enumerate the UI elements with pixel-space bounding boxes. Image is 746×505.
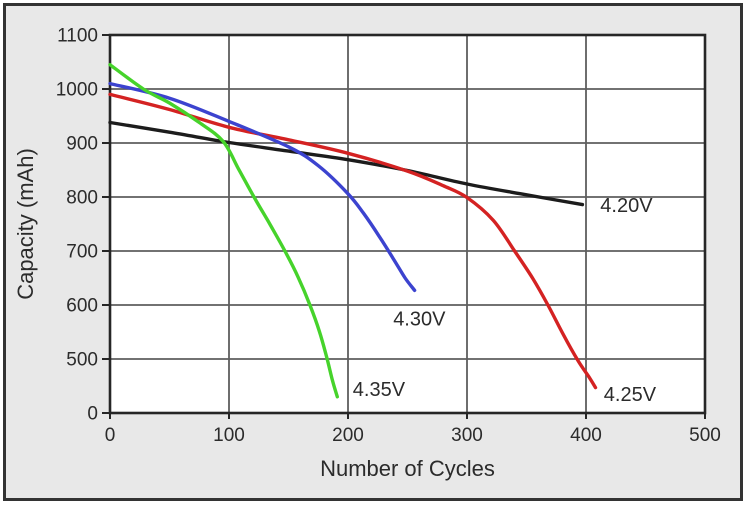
y-tick-label: 1000: [56, 80, 98, 101]
plot-frame: [108, 33, 707, 415]
x-tick-label: 100: [213, 425, 245, 446]
x-tick-label: 300: [451, 425, 483, 446]
series-label-4.35v: 4.35V: [353, 379, 406, 401]
series-label-4.30v: 4.30V: [393, 308, 446, 330]
series-line-4.20v: [108, 120, 585, 207]
series-line-4.30v: [108, 81, 417, 293]
x-tick-label: 200: [332, 425, 364, 446]
x-tick-label: 0: [105, 425, 116, 446]
y-tick-label: 600: [66, 296, 98, 317]
series-label-4.20v: 4.20V: [600, 195, 653, 217]
y-tick-label: 700: [66, 242, 98, 263]
series-line-4.35v: [108, 63, 339, 399]
y-tick-label: 1100: [57, 26, 98, 47]
y-axis-title: Capacity (mAh): [13, 148, 38, 300]
y-tick-label: 900: [66, 134, 98, 155]
x-tick-label: 500: [689, 425, 721, 446]
plot-area: [110, 35, 705, 413]
y-tick-label: 800: [66, 188, 98, 209]
x-axis-title: Number of Cycles: [320, 456, 495, 481]
y-tick-label: 0: [87, 404, 98, 425]
x-tick-label: 400: [570, 425, 602, 446]
series-label-4.25v: 4.25V: [604, 384, 657, 406]
y-tick-label: 500: [66, 350, 98, 371]
